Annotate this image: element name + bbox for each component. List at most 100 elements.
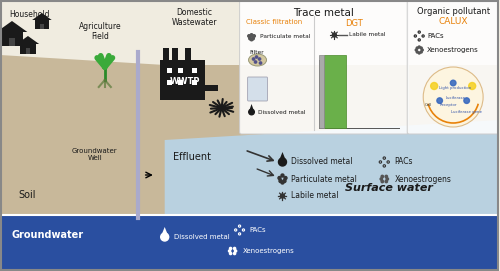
Text: Cell: Cell	[425, 103, 432, 107]
Bar	[166, 68, 172, 73]
Bar	[324, 55, 346, 128]
Bar	[162, 48, 168, 66]
Text: PACs: PACs	[394, 157, 413, 166]
Text: Dissolved metal: Dissolved metal	[174, 234, 230, 240]
Bar	[160, 60, 204, 100]
Circle shape	[248, 109, 254, 115]
Circle shape	[248, 35, 250, 37]
Bar	[192, 68, 196, 73]
Circle shape	[437, 98, 442, 104]
Text: Household: Household	[10, 10, 50, 19]
Circle shape	[252, 35, 256, 37]
Text: Classic filtration: Classic filtration	[246, 19, 302, 25]
Text: Light production: Light production	[439, 86, 472, 90]
Text: Particulate metal: Particulate metal	[260, 34, 310, 40]
Circle shape	[256, 56, 258, 58]
Text: Particulate metal: Particulate metal	[292, 175, 358, 183]
Circle shape	[386, 178, 388, 180]
Text: Luciferase gene: Luciferase gene	[451, 110, 482, 114]
Circle shape	[381, 175, 384, 178]
Bar	[9, 37, 15, 46]
Text: Labile metal: Labile metal	[292, 192, 339, 201]
Circle shape	[252, 58, 254, 60]
Circle shape	[160, 233, 168, 241]
Circle shape	[228, 250, 230, 252]
Text: CALUX: CALUX	[438, 17, 468, 26]
Bar	[40, 24, 43, 29]
Text: PACs: PACs	[427, 33, 444, 39]
FancyBboxPatch shape	[240, 0, 408, 134]
Circle shape	[230, 252, 232, 254]
Circle shape	[450, 80, 456, 86]
Text: PACs: PACs	[250, 227, 266, 233]
Circle shape	[258, 58, 260, 60]
Bar	[184, 48, 190, 66]
Circle shape	[284, 176, 287, 179]
Bar	[35, 20, 49, 29]
Bar	[202, 85, 218, 91]
Text: Xenoestrogens: Xenoestrogens	[242, 248, 294, 254]
Circle shape	[416, 47, 418, 49]
Ellipse shape	[248, 54, 266, 66]
FancyBboxPatch shape	[408, 0, 499, 134]
Circle shape	[420, 47, 422, 49]
Bar	[20, 44, 36, 54]
Circle shape	[278, 158, 286, 166]
Text: WWTP: WWTP	[170, 78, 200, 86]
Text: Filter: Filter	[250, 50, 264, 54]
Circle shape	[260, 62, 262, 64]
Circle shape	[278, 176, 281, 179]
Circle shape	[332, 33, 336, 37]
Polygon shape	[17, 36, 39, 44]
Circle shape	[418, 46, 420, 48]
Text: Trace metal: Trace metal	[293, 8, 354, 18]
Circle shape	[279, 179, 282, 182]
Circle shape	[418, 52, 420, 54]
Polygon shape	[278, 152, 286, 162]
Circle shape	[415, 49, 417, 51]
Bar	[172, 48, 177, 66]
Bar	[26, 48, 30, 54]
Bar	[1, 32, 23, 46]
Text: Agriculture
Field: Agriculture Field	[78, 22, 121, 41]
Circle shape	[234, 247, 235, 250]
Text: Receptor: Receptor	[439, 103, 456, 107]
Circle shape	[420, 51, 422, 53]
Text: Groundwater
Well: Groundwater Well	[72, 148, 118, 161]
Bar	[192, 80, 196, 85]
Polygon shape	[248, 104, 254, 112]
Text: Groundwater: Groundwater	[12, 230, 84, 240]
Bar	[178, 80, 182, 85]
Text: Effluent: Effluent	[172, 152, 210, 162]
Circle shape	[416, 51, 418, 53]
Circle shape	[421, 49, 423, 51]
Circle shape	[248, 37, 252, 40]
Circle shape	[234, 250, 236, 252]
Circle shape	[254, 61, 256, 63]
Polygon shape	[0, 21, 28, 32]
Bar	[166, 80, 172, 85]
Circle shape	[385, 175, 388, 178]
Circle shape	[430, 82, 438, 89]
Circle shape	[234, 252, 235, 254]
Text: Organic pollutant: Organic pollutant	[416, 7, 490, 16]
Circle shape	[468, 82, 475, 89]
Text: Domestic
Wastewater: Domestic Wastewater	[172, 8, 218, 27]
FancyBboxPatch shape	[248, 77, 268, 101]
Text: Luciferase: Luciferase	[445, 96, 465, 100]
Text: Dissolved metal: Dissolved metal	[292, 157, 353, 166]
Circle shape	[423, 67, 483, 127]
Circle shape	[381, 180, 384, 183]
Circle shape	[280, 194, 284, 198]
Bar	[320, 55, 324, 128]
Bar	[178, 68, 182, 73]
Circle shape	[281, 181, 284, 184]
Circle shape	[380, 178, 382, 180]
Polygon shape	[0, 55, 499, 215]
Text: Dissolved metal: Dissolved metal	[258, 109, 305, 115]
Circle shape	[230, 247, 232, 250]
Circle shape	[464, 98, 469, 104]
Circle shape	[252, 37, 254, 40]
Polygon shape	[160, 227, 168, 237]
Text: Labile metal: Labile metal	[350, 33, 386, 37]
